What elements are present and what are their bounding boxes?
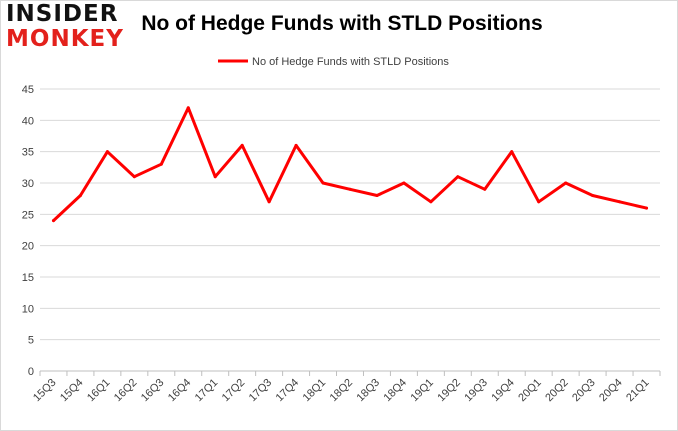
data-point [645, 206, 649, 210]
y-tick-label: 30 [22, 178, 34, 190]
y-tick-label: 40 [22, 115, 34, 127]
data-point [186, 106, 190, 110]
y-tick-label: 0 [28, 366, 34, 378]
data-point [321, 181, 325, 185]
data-point [132, 175, 136, 179]
data-point [267, 200, 271, 204]
x-tick-label: 20Q4 [597, 377, 625, 405]
x-tick-label: 16Q4 [166, 377, 194, 405]
data-point [78, 194, 82, 198]
data-point [348, 187, 352, 191]
chart-title: No of Hedge Funds with STLD Positions [141, 12, 543, 35]
x-tick-label: 19Q2 [435, 377, 463, 405]
x-tick-label: 19Q4 [489, 377, 517, 405]
x-tick-label: 21Q1 [624, 377, 652, 405]
data-point [294, 143, 298, 147]
x-tick-label: 16Q1 [85, 377, 113, 405]
x-tick-label: 16Q3 [139, 377, 167, 405]
data-point [537, 200, 541, 204]
x-tick-label: 19Q1 [408, 377, 436, 405]
data-point [213, 175, 217, 179]
series-line-0 [52, 106, 648, 223]
data-point [564, 181, 568, 185]
data-point [402, 181, 406, 185]
y-tick-label: 15 [22, 272, 34, 284]
data-point [159, 162, 163, 166]
y-tick-label: 10 [22, 303, 34, 315]
data-point [429, 200, 433, 204]
x-tick-label: 20Q1 [516, 377, 544, 405]
x-tick-label: 17Q4 [274, 377, 302, 405]
x-tick-label: 15Q4 [58, 377, 86, 405]
y-tick-label: 35 [22, 147, 34, 159]
data-point [483, 187, 487, 191]
y-tick-label: 20 [22, 241, 34, 253]
data-point [456, 175, 460, 179]
data-point [510, 150, 514, 154]
data-point [618, 200, 622, 204]
data-point [51, 219, 55, 223]
y-tick-label: 5 [28, 335, 34, 347]
data-point [591, 194, 595, 198]
x-tick-label: 18Q4 [382, 377, 410, 405]
x-tick-label: 18Q3 [355, 377, 383, 405]
x-tick-label: 19Q3 [462, 377, 490, 405]
logo-line-1: INSIDER [6, 1, 119, 27]
y-tick-label: 25 [22, 209, 34, 221]
x-tick-label: 15Q3 [31, 377, 59, 405]
x-tick-label: 16Q2 [112, 377, 140, 405]
data-point [240, 143, 244, 147]
legend-label: No of Hedge Funds with STLD Positions [252, 56, 449, 68]
x-tick-label: 17Q2 [220, 377, 248, 405]
x-tick-label: 17Q1 [193, 377, 221, 405]
data-point [375, 194, 379, 198]
data-point [105, 150, 109, 154]
insider-monkey-logo: INSIDER MONKEY [6, 2, 130, 56]
x-tick-label: 17Q3 [247, 377, 275, 405]
logo-line-2: MONKEY [6, 26, 124, 52]
x-tick-label: 18Q1 [301, 377, 329, 405]
y-tick-label: 45 [22, 84, 34, 96]
x-tick-label: 20Q2 [543, 377, 571, 405]
x-tick-label: 18Q2 [328, 377, 356, 405]
x-tick-label: 20Q3 [570, 377, 598, 405]
